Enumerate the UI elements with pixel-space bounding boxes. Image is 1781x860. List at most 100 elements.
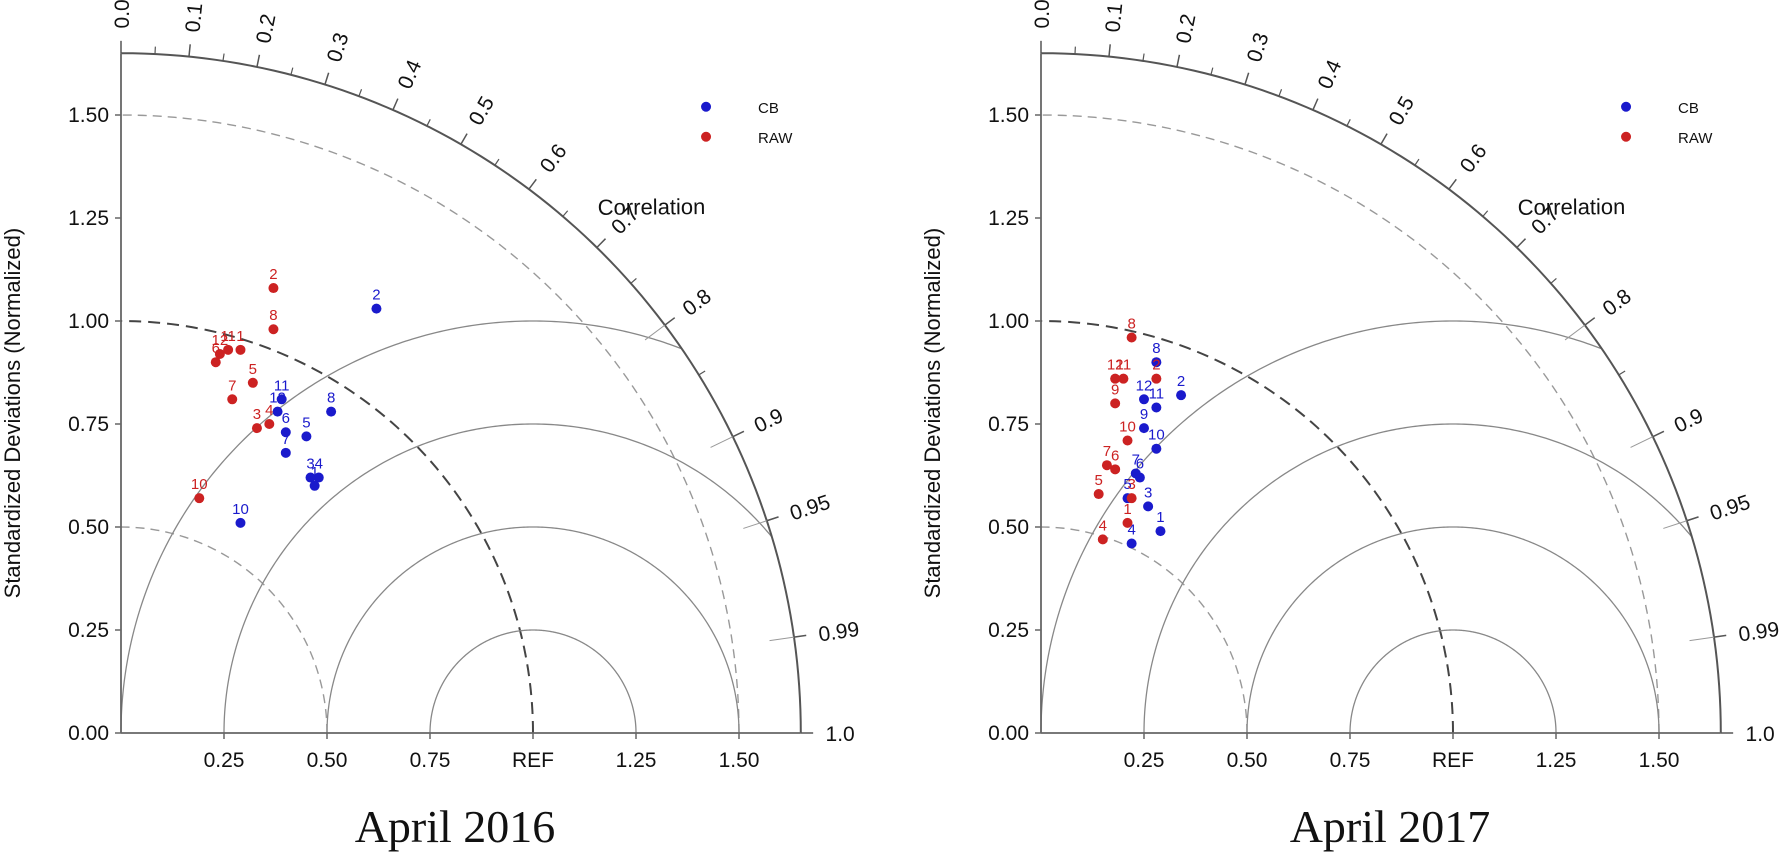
rmsd-arc	[429, 629, 637, 733]
data-point-raw	[1097, 534, 1108, 545]
corr-tick-mark	[664, 317, 676, 326]
data-point-label: 9	[1140, 406, 1148, 423]
data-point-label: 8	[1152, 340, 1160, 357]
data-point-cb	[280, 427, 291, 438]
data-point-label: 1	[236, 328, 244, 345]
corr-tick-mark	[1713, 634, 1727, 638]
corr-tick-label: 0.6	[536, 140, 572, 177]
outer-arc	[1040, 52, 1722, 734]
data-point-label: 7	[1132, 451, 1140, 468]
data-point-raw	[1118, 373, 1129, 384]
corr-tick-mark	[1516, 238, 1527, 249]
data-point-raw	[1126, 493, 1137, 504]
corr-tick-label: 0.2	[1172, 12, 1200, 45]
data-point-label: 6	[1136, 456, 1144, 473]
corr-tick-label: 1.0	[826, 723, 855, 746]
data-point-cb	[272, 406, 283, 417]
corr-tick-label: 0.95	[1707, 491, 1753, 526]
corr-tick-mark	[1244, 72, 1250, 85]
data-point-label: 4	[1099, 517, 1107, 534]
corr-tick-label: 0.8	[679, 285, 716, 321]
data-point-label: 10	[191, 476, 208, 493]
data-point-raw	[194, 493, 205, 504]
std-arc-ref	[120, 320, 534, 734]
data-point-cb	[309, 480, 320, 491]
legend-marker-raw	[701, 131, 712, 142]
corr-tick-label: 0.5	[465, 93, 500, 130]
x-tick-label: 0.50	[1227, 749, 1268, 772]
taylor-panel-1: 0.000.250.500.751.001.251.500.25 0.50 0.75…	[0, 0, 861, 852]
data-point-cb	[235, 517, 246, 528]
y-tick-label: 0.75	[68, 413, 109, 436]
corr-tick-label: 0.3	[1243, 30, 1274, 65]
corr-guide	[1564, 324, 1586, 341]
data-point-label: 6	[1111, 447, 1119, 464]
corr-minor-tick	[290, 67, 294, 75]
data-point-label: 10	[232, 501, 249, 518]
corr-tick-mark	[1176, 54, 1181, 68]
y-tick-label: 1.00	[68, 310, 109, 333]
data-point-raw	[1110, 464, 1121, 475]
rmsd-arc	[326, 526, 740, 734]
x-tick-label: REF	[512, 749, 554, 772]
data-point-cb	[326, 406, 337, 417]
data-point-cb	[1176, 390, 1187, 401]
x-tick-label: 1.25	[616, 749, 657, 772]
data-point-label: 11	[1149, 386, 1165, 403]
legend-marker-cb	[701, 101, 712, 112]
corr-tick-mark	[793, 634, 807, 638]
data-point-label: 10	[1119, 418, 1136, 435]
corr-tick-label: 0.8	[1599, 285, 1636, 321]
corr-guide	[1630, 436, 1654, 448]
data-point-raw	[1126, 332, 1137, 343]
data-point-label: 2	[1152, 357, 1160, 374]
data-point-label: 4	[265, 402, 273, 419]
rmsd-arc	[120, 320, 681, 734]
x-tick-label: REF	[1432, 749, 1474, 772]
data-point-cb	[305, 472, 316, 483]
corr-guide	[644, 324, 666, 341]
data-point-raw	[1110, 398, 1121, 409]
corr-tick-label: 1.0	[1746, 723, 1775, 746]
correlation-axis-title: Correlation	[598, 194, 706, 220]
data-point-raw	[210, 357, 221, 368]
data-point-raw	[1122, 517, 1133, 528]
data-point-raw	[1151, 373, 1162, 384]
data-point-cb	[1151, 443, 1162, 454]
y-tick-label: 1.00	[988, 310, 1029, 333]
corr-guide	[1663, 520, 1687, 529]
data-point-raw	[247, 377, 258, 388]
data-point-label: 12	[1136, 377, 1153, 394]
corr-tick-label: 0.4	[1314, 56, 1347, 92]
data-point-raw	[235, 344, 246, 355]
corr-tick-label: 0.1	[182, 2, 208, 33]
data-point-label: 9	[1111, 381, 1119, 398]
legend-label-raw: RAW	[1678, 130, 1713, 147]
x-tick-label: 0.75	[1330, 749, 1371, 772]
y-tick-label: 1.25	[68, 207, 109, 230]
corr-minor-tick	[1686, 517, 1695, 522]
corr-tick-mark	[1108, 44, 1111, 57]
data-point-cb	[1143, 501, 1154, 512]
data-point-label: 1	[1123, 501, 1131, 518]
data-point-raw	[214, 348, 225, 359]
corr-tick-label: 0.99	[817, 618, 861, 647]
legend-label-cb: CB	[1678, 100, 1699, 117]
data-point-raw	[223, 344, 234, 355]
corr-minor-tick	[1618, 370, 1626, 376]
rmsd-arc	[1143, 423, 1692, 734]
corr-minor-tick	[1482, 210, 1489, 217]
data-point-label: 6	[282, 410, 290, 427]
corr-minor-tick	[358, 89, 363, 97]
data-point-label: 3	[1127, 476, 1135, 493]
corr-tick-mark	[1380, 133, 1388, 145]
data-point-raw	[1101, 460, 1112, 471]
y-tick-label: 0.25	[988, 619, 1029, 642]
corr-minor-tick	[1550, 277, 1557, 284]
x-tick-label: 1.50	[719, 749, 760, 772]
legend-label-cb: CB	[758, 100, 779, 117]
data-point-label: 5	[1123, 476, 1131, 493]
legend-marker-raw	[1621, 131, 1632, 142]
corr-tick-label: 0.3	[323, 30, 354, 65]
data-point-cb	[1151, 357, 1162, 368]
